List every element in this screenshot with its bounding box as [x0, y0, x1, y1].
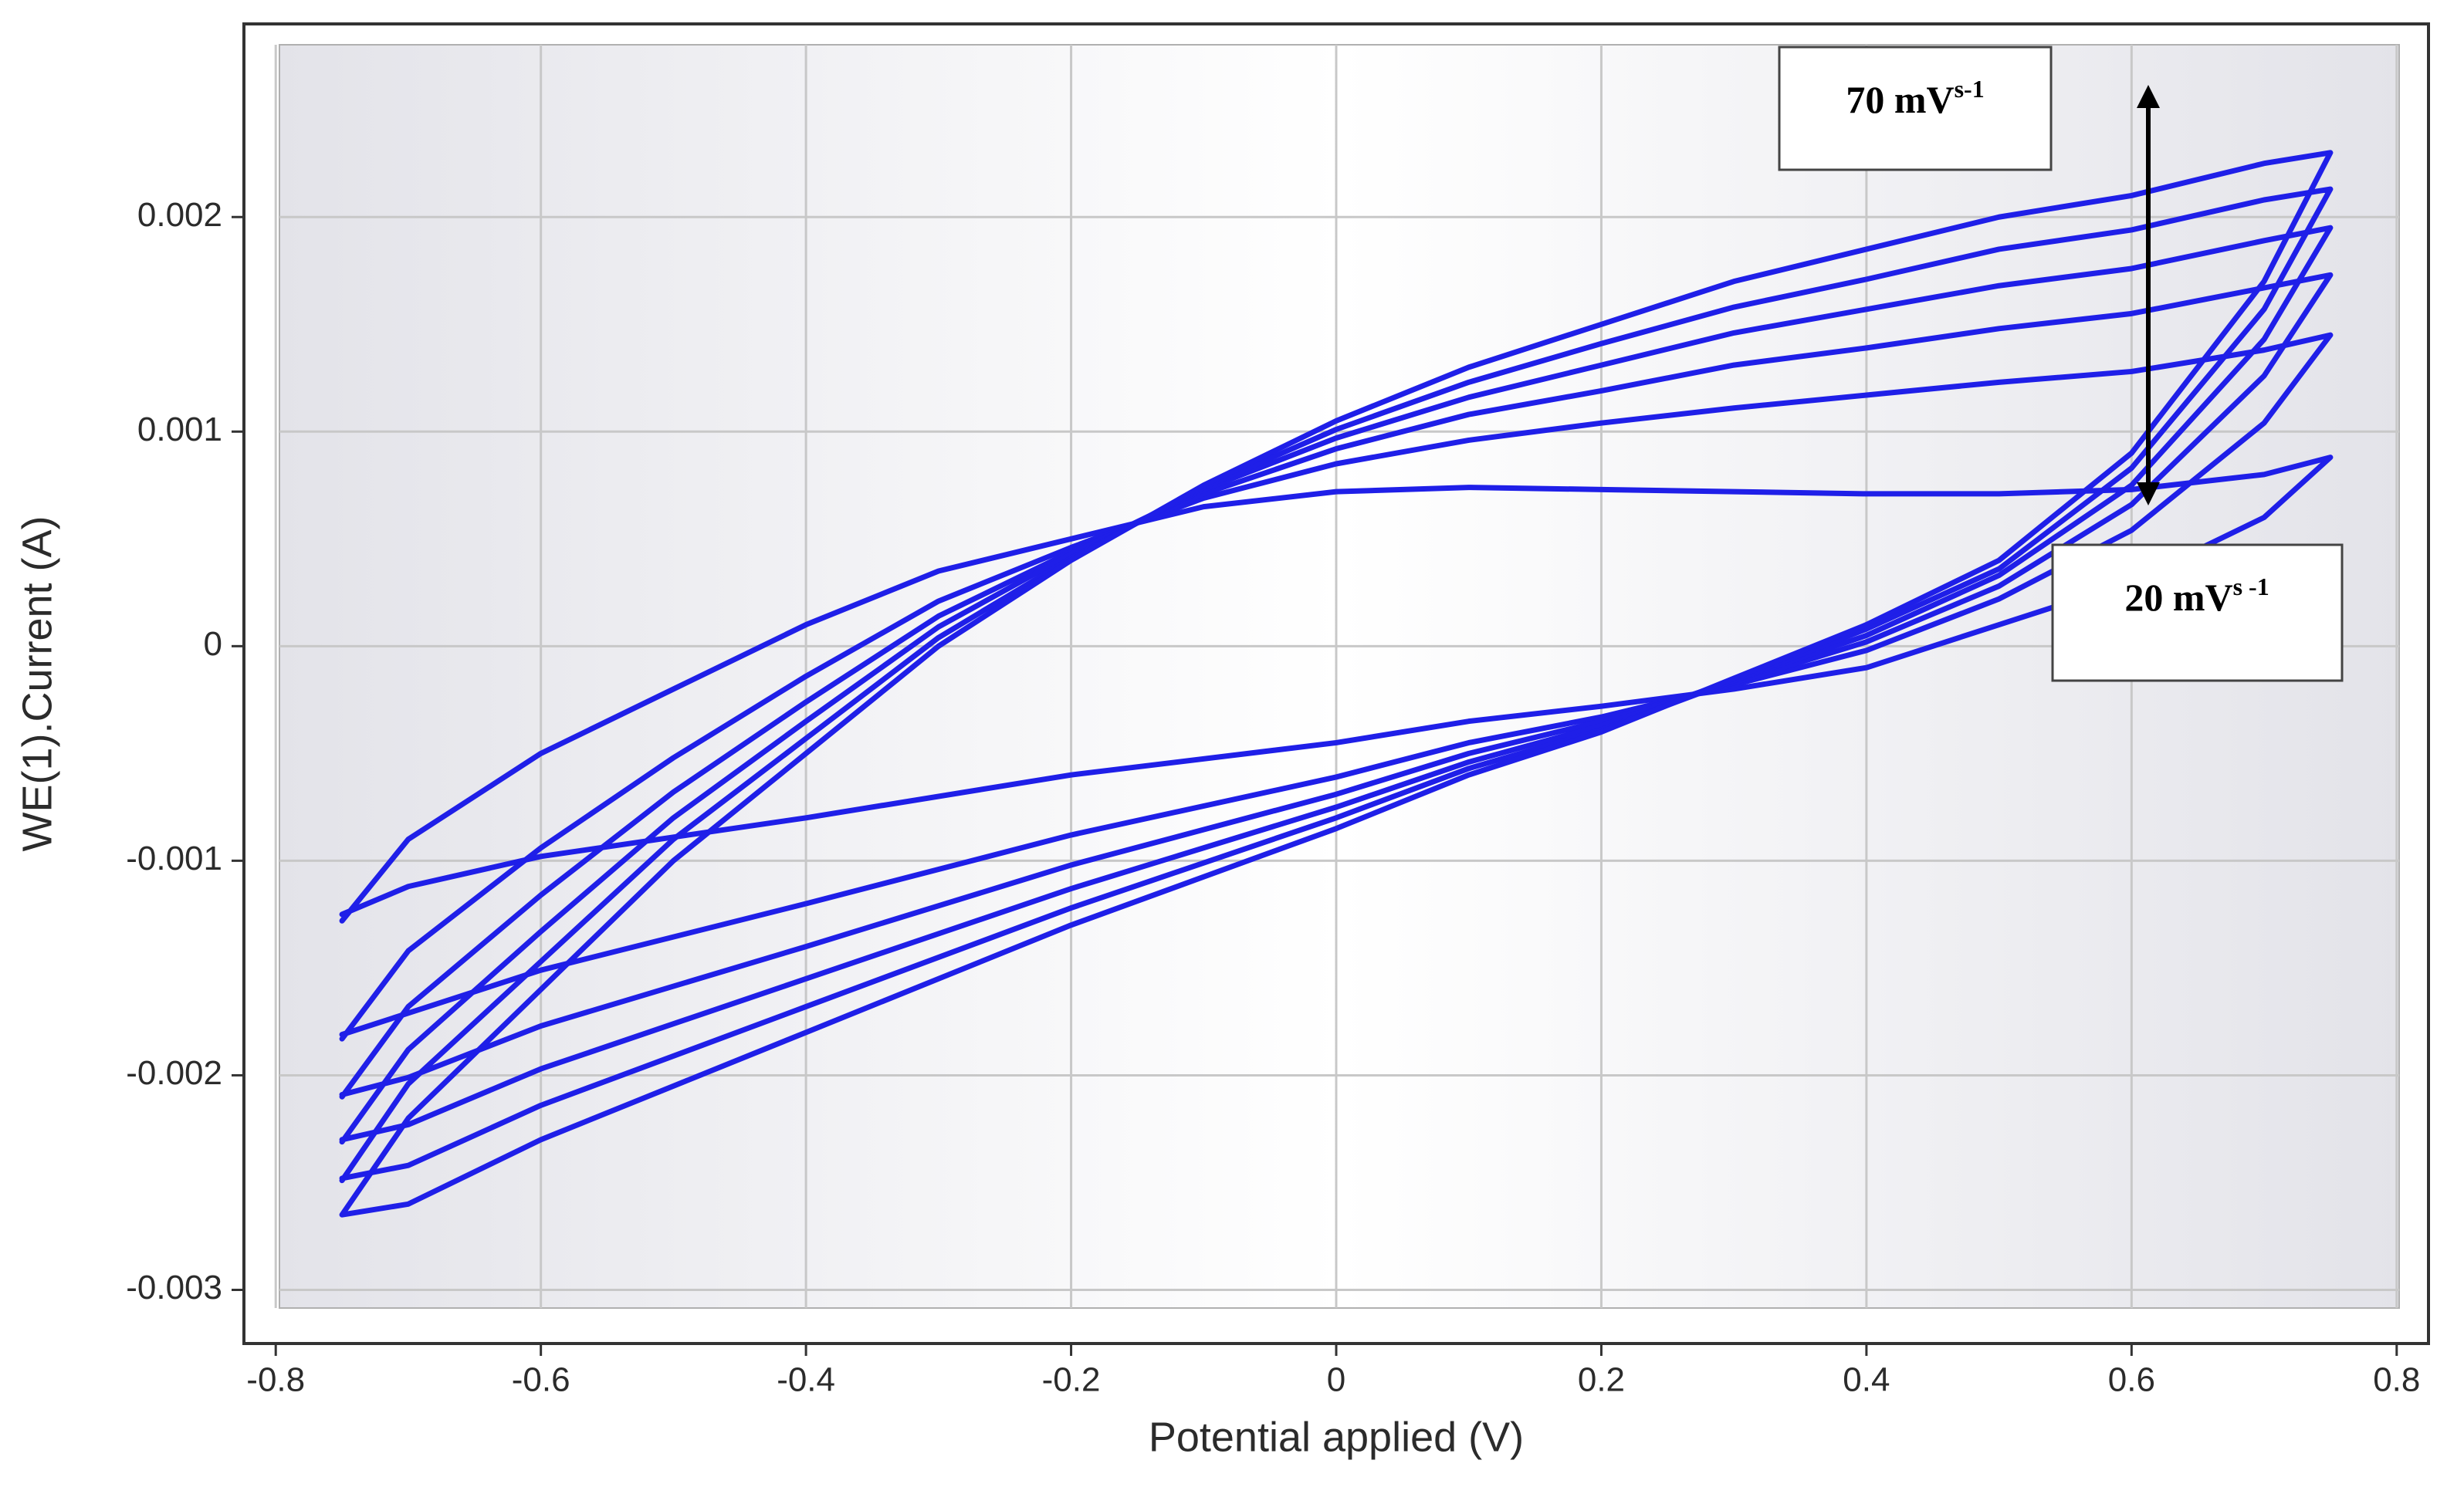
cv-loop — [339, 186, 2334, 1184]
x-tick-label: 0.2 — [1578, 1361, 1625, 1399]
annotation-text: 70 mV — [1846, 78, 1954, 121]
x-tick-label: 0.6 — [2108, 1361, 2155, 1399]
ticks: -0.8 -0.6 -0.4 -0.2 0 0.2 0.4 0.6 0.8 -0.003 -0.00… — [126, 196, 2420, 1399]
annotation-superscript: s -1 — [2233, 573, 2269, 600]
annotation: 70 mVs-1 — [1846, 75, 1984, 121]
annotation-superscript: s-1 — [1955, 75, 1985, 103]
x-tick-label: 0 — [1327, 1361, 1345, 1399]
cv-loop — [339, 332, 2334, 1042]
x-tick-label: 0.4 — [1843, 1361, 1890, 1399]
y-axis-title: WE(1).Current (A) — [14, 515, 60, 851]
y-tick-label: 0.002 — [137, 196, 222, 234]
cv-loop — [339, 150, 2334, 1218]
x-tick-label: 0.8 — [2373, 1361, 2420, 1399]
cv-loop — [339, 225, 2334, 1145]
annotation: 20 mVs -1 — [2124, 573, 2269, 619]
annotation-box — [2051, 543, 2344, 682]
x-axis-title: Potential applied (V) — [1149, 1414, 1524, 1460]
x-tick-label: -0.6 — [512, 1361, 570, 1399]
x-tick-label: -0.2 — [1042, 1361, 1101, 1399]
y-tick-label: -0.003 — [126, 1269, 222, 1306]
lines — [339, 150, 2334, 1218]
cv-loop — [339, 272, 2334, 1100]
annotation-box — [1778, 46, 2053, 171]
y-tick-label: -0.001 — [126, 840, 222, 877]
cv-loop — [339, 455, 2334, 924]
y-tick-label: 0 — [204, 625, 222, 663]
y-tick-label: -0.002 — [126, 1054, 222, 1092]
x-tick-label: -0.4 — [777, 1361, 835, 1399]
x-tick-label: -0.8 — [246, 1361, 305, 1399]
annotation-text: 20 mV — [2124, 576, 2232, 619]
plot-area — [279, 44, 2400, 1309]
y-tick-label: 0.001 — [137, 411, 222, 448]
